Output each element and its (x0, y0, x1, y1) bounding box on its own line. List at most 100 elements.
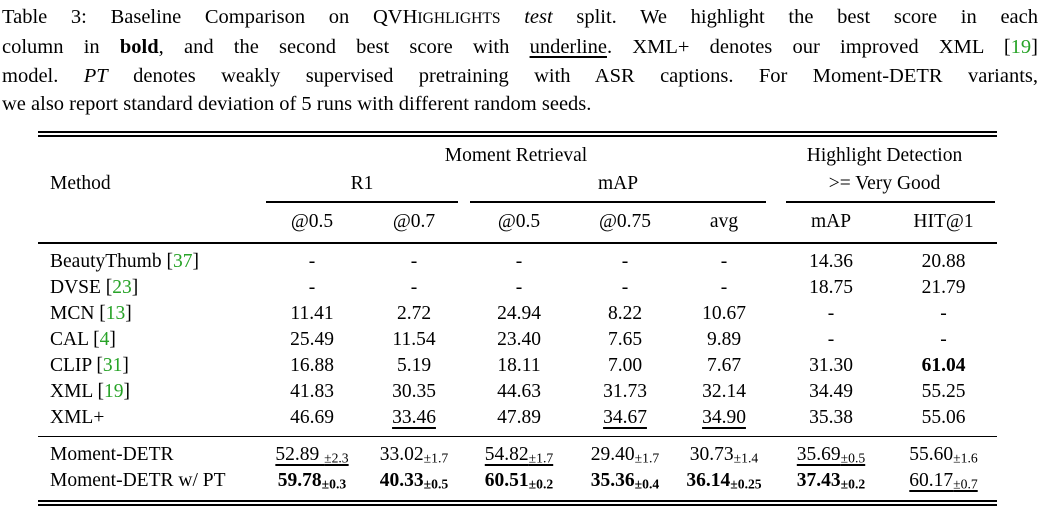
table-caption: Table 3: Baseline Comparison on QVHIGHLI… (2, 3, 1038, 119)
citation-link[interactable]: 19 (1010, 36, 1032, 59)
score-cell: 61.04 (890, 353, 997, 379)
score-cell: 46.69 (260, 405, 364, 437)
score-value: 7.67 (706, 355, 742, 376)
score-cell: - (364, 275, 464, 301)
score-value: 59.78±0.3 (277, 469, 347, 492)
score-value: 41.83 (290, 381, 334, 402)
std-dev: ±0.7 (953, 476, 978, 492)
score-cell: 7.67 (676, 353, 772, 379)
text-segment: Table 3: Baseline Comparison on (2, 6, 373, 28)
table-row: XML+ 46.69 33.46 47.89 34.67 34.90 35.38 55.06 (38, 405, 997, 437)
score-cell: 11.54 (364, 327, 464, 353)
score-cell: 55.06 (890, 405, 997, 437)
std-dev: ±1.6 (953, 450, 978, 466)
score-cell: 34.67 (574, 405, 676, 437)
column-header-row: @0.5 @0.7 @0.5 @0.75 avg mAP HIT@1 (38, 209, 998, 244)
score-cell: 59.78±0.3 (260, 468, 364, 503)
highlight-detection-header: Highlight Detection (806, 145, 963, 166)
score-value: - (720, 277, 728, 298)
score-cell: 20.88 (890, 243, 997, 275)
moment-retrieval-header: Moment Retrieval (444, 145, 588, 166)
table-row: BeautyThumb [37] - - - - - 14.36 20.88 (38, 243, 997, 275)
text-segment: , and the second best score with (158, 36, 530, 59)
text-segment: ] (131, 277, 139, 298)
score-value: 44.63 (497, 381, 541, 402)
score-value: 16.88 (290, 355, 334, 376)
score-value: 61.04 (921, 355, 966, 376)
score-cell: 24.94 (464, 301, 574, 327)
score-cell: 55.60±1.6 (890, 436, 998, 468)
std-dev: ±1.7 (634, 450, 660, 466)
text-segment: PT (83, 64, 108, 87)
score-value: 34.49 (809, 381, 853, 402)
score-value: 8.22 (607, 303, 643, 324)
score-value: 47.89 (497, 407, 541, 428)
col-header-map-05: @0.5 (464, 209, 574, 244)
score-value: 46.69 (290, 407, 334, 428)
score-value: 2.72 (396, 303, 432, 324)
score-value: - (308, 251, 316, 272)
score-cell: - (464, 275, 574, 301)
method-name: CLIP [31] (38, 353, 260, 379)
cmidrule-row (38, 195, 997, 209)
std-dev: ±0.5 (840, 450, 866, 466)
score-cell: - (574, 275, 676, 301)
score-value: 54.82±1.7 (484, 443, 554, 466)
table-row: XML [19] 41.83 30.35 44.63 31.73 32.14 34.49 55… (38, 379, 997, 405)
score-value: 35.36±0.4 (590, 469, 660, 492)
score-cell: 47.89 (464, 405, 574, 437)
citation-link[interactable]: 37 (172, 251, 193, 272)
caption-line: we also report standard deviation of 5 r… (2, 90, 1038, 118)
std-dev: ±0.4 (634, 476, 660, 492)
table-row: MCN [13] 11.41 2.72 24.94 8.22 10.67 - - (38, 301, 997, 327)
method-name: XML [19] (38, 379, 260, 405)
score-value: 30.73±1.4 (689, 443, 759, 466)
score-cell: 44.63 (464, 379, 574, 405)
score-cell: 16.88 (260, 353, 364, 379)
text-segment: ] (1031, 36, 1038, 59)
std-dev: ±0.3 (321, 476, 347, 492)
group-header-row: Moment Retrieval Highlight Detection (38, 134, 997, 167)
score-cell: 54.82±1.7 (464, 436, 574, 468)
score-value: 29.40±1.7 (590, 443, 660, 466)
citation-link[interactable]: 13 (105, 303, 126, 324)
text-segment: split. We highlight the best score in ea… (552, 6, 1038, 28)
score-value: 18.75 (809, 277, 853, 298)
citation-link[interactable]: 31 (102, 355, 123, 376)
citation-link[interactable]: 4 (99, 329, 110, 350)
method-name: BeautyThumb [37] (38, 243, 260, 275)
score-cell: - (364, 243, 464, 275)
text-segment: test (524, 6, 553, 28)
citation-link[interactable]: 19 (103, 381, 124, 402)
score-cell: 36.14±0.25 (676, 468, 772, 503)
r1-group-rule (266, 201, 458, 203)
table-row: CAL [4] 25.49 11.54 23.40 7.65 9.89 - - (38, 327, 997, 353)
text-segment: CAL [ (50, 329, 100, 350)
text-segment: ] (125, 303, 132, 324)
text-segment: model. (2, 64, 84, 87)
table-row: DVSE [23] - - - - - 18.75 21.79 (38, 275, 997, 301)
text-segment: QVH (373, 6, 418, 28)
score-cell: 34.90 (676, 405, 772, 437)
text-segment: XML+ (50, 407, 105, 428)
score-value: 14.36 (809, 251, 853, 272)
method-name: Moment-DETR (38, 436, 260, 468)
score-value: - (940, 303, 947, 324)
score-value: 31.30 (809, 355, 853, 376)
score-cell: 8.22 (574, 301, 676, 327)
citation-link[interactable]: 23 (112, 277, 132, 298)
score-cell: 33.46 (364, 405, 464, 437)
std-dev: ±1.4 (733, 450, 759, 466)
text-segment: denotes weakly supervised pretraining wi… (107, 64, 1038, 87)
text-segment: ] (192, 251, 199, 272)
std-dev: ±0.2 (840, 476, 866, 492)
score-cell: 29.40±1.7 (574, 436, 676, 468)
score-value: 11.41 (290, 303, 334, 324)
col-header-r1-05: @0.5 (260, 209, 364, 244)
score-value: 24.94 (497, 303, 541, 324)
score-cell: 52.89 ±2.3 (260, 436, 364, 468)
score-value: - (410, 251, 418, 272)
empty-cell (38, 195, 260, 209)
col-header-map-avg: avg (676, 209, 773, 244)
